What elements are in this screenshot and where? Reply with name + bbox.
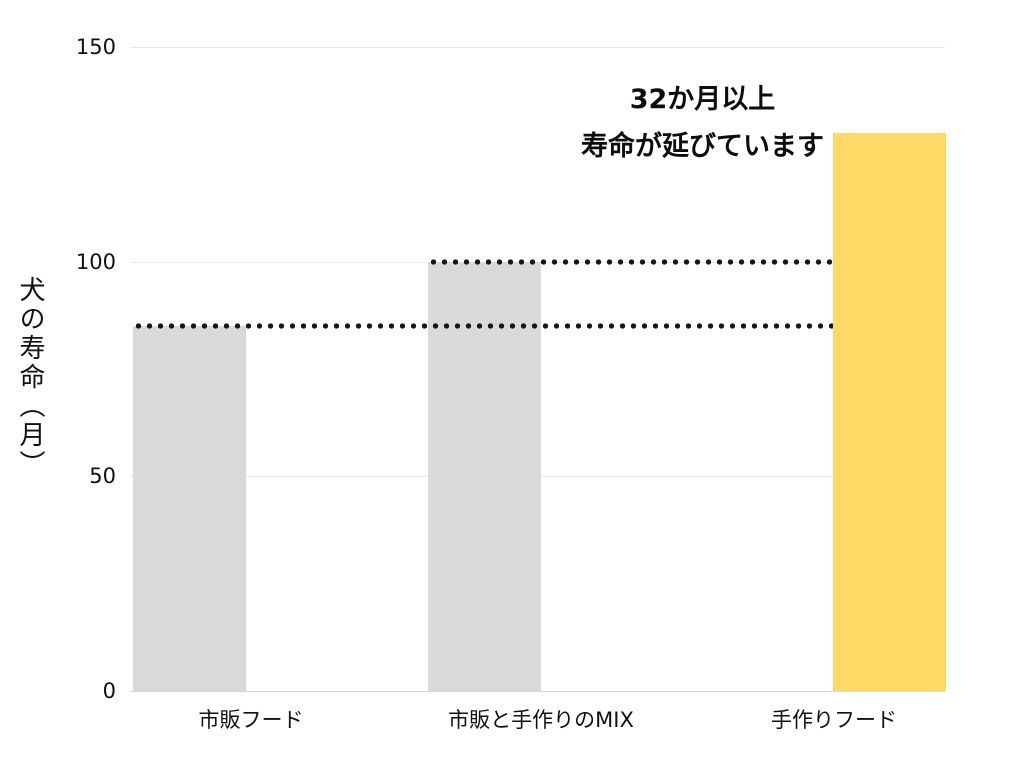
bar-1 [133, 326, 246, 691]
y-tick-label-100: 100 [75, 250, 116, 274]
dotted-reference-line-2 [428, 259, 833, 265]
y-tick-label-0: 0 [102, 679, 116, 703]
chart-annotation: 32か月以上 寿命が延びています [555, 76, 850, 170]
x-axis-line [130, 691, 945, 692]
x-category-label-1: 市販フード [198, 708, 304, 732]
annotation-line-2: 寿命が延びています [581, 131, 824, 162]
y-tick-label-50: 50 [89, 464, 116, 488]
bar-2 [428, 262, 541, 691]
y-axis-title: 犬の寿命（月） [15, 276, 45, 479]
y-tick-label-150: 150 [75, 35, 116, 59]
bar-3 [833, 133, 946, 691]
x-category-label-2: 市販と手作りのMIX [448, 708, 634, 732]
gridline-150 [130, 47, 945, 48]
annotation-line-1: 32か月以上 [629, 84, 776, 115]
dotted-reference-line-1 [133, 323, 833, 329]
x-category-label-3: 手作りフード [771, 708, 897, 732]
